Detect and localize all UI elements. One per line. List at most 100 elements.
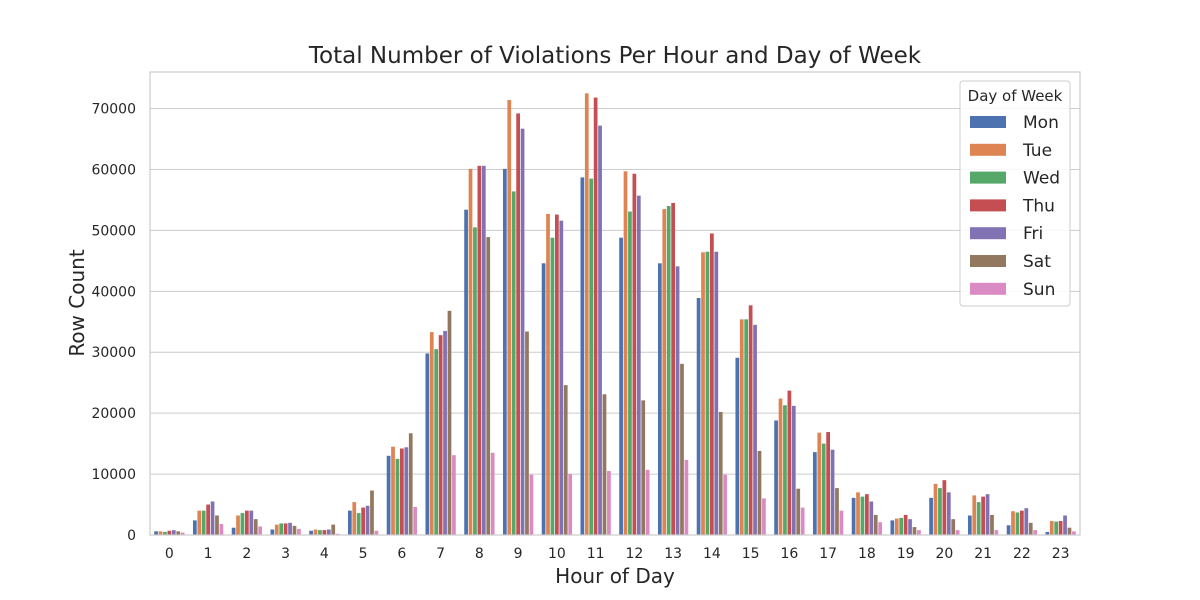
- bar: [404, 447, 409, 535]
- y-tick-label: 50000: [91, 223, 136, 239]
- bar: [297, 528, 301, 535]
- bar: [1011, 511, 1015, 535]
- legend-swatch: [970, 282, 1006, 295]
- bar: [783, 405, 787, 535]
- bar: [671, 202, 675, 535]
- bar: [219, 524, 224, 535]
- bar: [860, 496, 865, 535]
- legend-label: Thu: [1022, 196, 1055, 216]
- bar: [529, 474, 534, 535]
- plot-frame: [149, 71, 1081, 536]
- x-tick-label: 16: [780, 546, 798, 562]
- x-tick-label: 21: [974, 546, 992, 562]
- bar: [981, 496, 985, 535]
- bar: [684, 460, 689, 535]
- bar: [1024, 508, 1029, 535]
- bar: [593, 97, 598, 535]
- bar: [507, 100, 512, 535]
- bar: [723, 474, 728, 535]
- bar: [511, 191, 516, 535]
- x-tick-label: 11: [587, 546, 605, 562]
- y-axis-label: Row Count: [65, 249, 89, 357]
- bar: [817, 432, 822, 535]
- bar: [335, 533, 340, 535]
- bar: [201, 510, 206, 535]
- bar: [313, 529, 318, 535]
- bar: [839, 510, 844, 535]
- x-tick-label: 5: [359, 546, 368, 562]
- bar: [680, 363, 684, 535]
- bar: [347, 510, 352, 535]
- bar: [938, 488, 942, 535]
- bar: [249, 510, 254, 535]
- bar: [279, 523, 284, 535]
- bar: [258, 526, 263, 535]
- bar: [796, 488, 801, 535]
- x-tick-label: 23: [1052, 546, 1070, 562]
- y-tick-label: 70000: [91, 102, 136, 118]
- bar: [856, 492, 860, 535]
- bar: [890, 520, 895, 535]
- bar: [757, 450, 762, 535]
- bar: [555, 214, 559, 535]
- x-tick-label: 9: [514, 546, 523, 562]
- bar: [675, 266, 680, 535]
- bar: [903, 514, 908, 535]
- bar: [559, 220, 564, 535]
- bar: [413, 506, 418, 535]
- bar: [1049, 520, 1054, 535]
- bar: [283, 523, 288, 535]
- bar: [718, 411, 723, 535]
- bar: [942, 480, 947, 535]
- legend-swatch: [970, 171, 1006, 184]
- bar: [477, 165, 482, 535]
- x-tick-label: 0: [165, 546, 174, 562]
- bar: [231, 527, 236, 535]
- legend-label: Wed: [1023, 169, 1060, 189]
- bar: [835, 488, 839, 535]
- bar: [288, 522, 292, 535]
- bar: [568, 474, 573, 535]
- bar: [933, 483, 938, 535]
- bar: [171, 530, 176, 535]
- x-tick-label: 4: [320, 546, 329, 562]
- bar: [778, 398, 783, 535]
- x-tick-label: 3: [281, 546, 290, 562]
- bar: [274, 524, 279, 535]
- bar: [705, 251, 710, 535]
- bar: [292, 525, 297, 535]
- bar: [912, 527, 917, 535]
- y-tick-label: 30000: [91, 345, 136, 361]
- bar: [236, 515, 240, 535]
- y-tick-label: 10000: [91, 467, 136, 483]
- bar: [739, 319, 744, 535]
- bar: [206, 504, 210, 535]
- legend-swatch: [970, 255, 1006, 267]
- x-tick-label: 7: [436, 546, 445, 562]
- bar: [584, 93, 589, 536]
- x-tick-label: 20: [935, 546, 953, 562]
- bar: [192, 520, 197, 535]
- bar: [830, 449, 835, 535]
- bar: [1067, 527, 1072, 535]
- bar: [821, 443, 826, 535]
- bar: [395, 458, 400, 535]
- chart-title: Total Number of Violations Per Hour and …: [308, 43, 922, 69]
- bar: [331, 524, 336, 535]
- bar: [176, 531, 181, 535]
- bar: [696, 298, 701, 535]
- bar: [215, 515, 219, 535]
- bar: [636, 195, 641, 535]
- legend-label: Tue: [1022, 141, 1052, 161]
- bar: [607, 471, 611, 535]
- bar: [899, 517, 904, 535]
- bar: [447, 310, 452, 535]
- legend-swatch: [970, 143, 1006, 156]
- legend: Day of Week Mon Tue Wed Thu Fri Sat Sun: [959, 80, 1071, 307]
- bar: [326, 529, 331, 535]
- bar: [1058, 520, 1063, 535]
- bar: [735, 357, 740, 535]
- legend-label: Fri: [1023, 224, 1043, 244]
- bar: [1033, 530, 1038, 535]
- x-tick-label: 6: [397, 546, 406, 562]
